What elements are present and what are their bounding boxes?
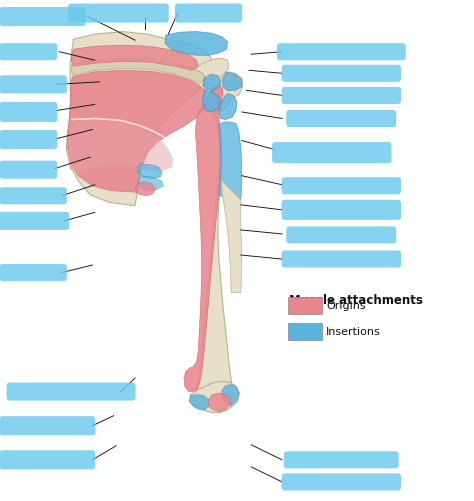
- FancyBboxPatch shape: [282, 66, 401, 83]
- FancyBboxPatch shape: [175, 5, 242, 24]
- FancyBboxPatch shape: [282, 178, 401, 195]
- Polygon shape: [220, 73, 243, 99]
- Polygon shape: [71, 59, 206, 84]
- FancyBboxPatch shape: [286, 227, 396, 244]
- Text: Muscle attachments: Muscle attachments: [289, 293, 423, 306]
- FancyBboxPatch shape: [282, 251, 401, 268]
- Polygon shape: [219, 123, 242, 200]
- Polygon shape: [223, 73, 242, 91]
- Polygon shape: [203, 91, 220, 113]
- Polygon shape: [193, 59, 228, 80]
- Text: Origins: Origins: [326, 301, 366, 311]
- FancyBboxPatch shape: [0, 265, 67, 282]
- Polygon shape: [209, 393, 230, 412]
- FancyBboxPatch shape: [282, 88, 401, 105]
- FancyBboxPatch shape: [0, 416, 95, 435]
- FancyBboxPatch shape: [0, 76, 67, 94]
- FancyBboxPatch shape: [0, 161, 57, 179]
- Polygon shape: [184, 85, 223, 392]
- Text: Insertions: Insertions: [326, 327, 381, 337]
- Polygon shape: [221, 180, 242, 293]
- FancyBboxPatch shape: [0, 450, 95, 469]
- Polygon shape: [190, 395, 209, 410]
- Polygon shape: [190, 382, 239, 413]
- FancyBboxPatch shape: [7, 383, 136, 401]
- FancyBboxPatch shape: [284, 451, 399, 468]
- FancyBboxPatch shape: [0, 212, 69, 230]
- Polygon shape: [137, 164, 162, 179]
- Polygon shape: [68, 71, 208, 193]
- FancyBboxPatch shape: [282, 473, 401, 490]
- FancyBboxPatch shape: [0, 131, 57, 150]
- FancyBboxPatch shape: [288, 297, 322, 314]
- FancyBboxPatch shape: [272, 143, 392, 164]
- Polygon shape: [66, 33, 213, 206]
- Polygon shape: [203, 75, 220, 91]
- Polygon shape: [71, 46, 198, 71]
- FancyBboxPatch shape: [277, 44, 406, 61]
- Polygon shape: [165, 33, 228, 56]
- FancyBboxPatch shape: [0, 103, 57, 123]
- FancyBboxPatch shape: [68, 5, 169, 24]
- FancyBboxPatch shape: [282, 278, 467, 373]
- FancyBboxPatch shape: [288, 323, 322, 340]
- Polygon shape: [222, 385, 239, 406]
- Polygon shape: [219, 94, 237, 120]
- FancyBboxPatch shape: [0, 8, 86, 27]
- FancyBboxPatch shape: [282, 200, 401, 220]
- Polygon shape: [138, 176, 164, 191]
- Polygon shape: [193, 110, 232, 403]
- Polygon shape: [135, 182, 155, 196]
- FancyBboxPatch shape: [286, 111, 396, 128]
- Ellipse shape: [204, 74, 232, 111]
- FancyBboxPatch shape: [0, 188, 67, 205]
- Polygon shape: [69, 121, 173, 171]
- FancyBboxPatch shape: [0, 44, 57, 61]
